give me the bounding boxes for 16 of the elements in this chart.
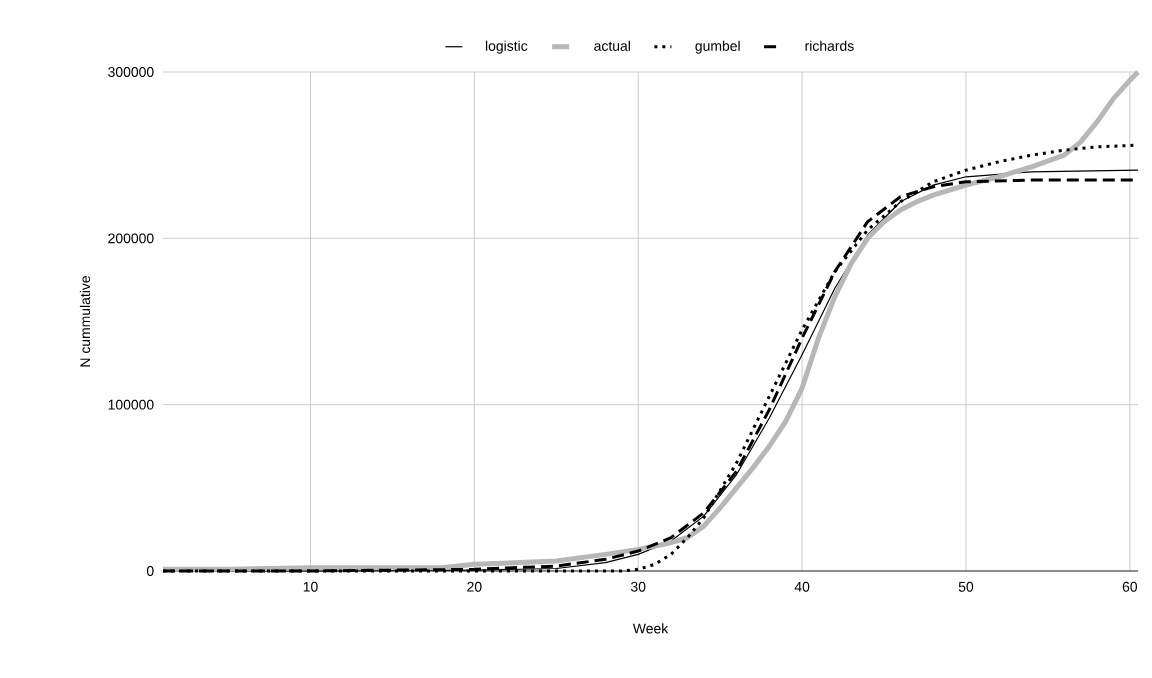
x-tick-label: 50 (958, 581, 974, 592)
x-tick-label: 60 (1122, 581, 1138, 592)
legend-label: richards (805, 40, 854, 51)
y-tick-label: 100000 (108, 399, 154, 410)
x-tick-label: 30 (630, 581, 646, 592)
legend-label: logistic (485, 40, 528, 54)
y-tick-label: 0 (146, 566, 154, 576)
y-tick-label: 300000 (108, 67, 154, 77)
x-axis-title: Week (632, 623, 669, 634)
legend-label: actual (594, 40, 630, 51)
legend-label: gumbel (695, 40, 740, 54)
x-tick-label: 10 (303, 581, 318, 592)
x-tick-label: 40 (794, 581, 810, 592)
y-axis-title: N cummulative (79, 276, 91, 367)
y-tick-label: 200000 (108, 233, 154, 244)
x-tick-label: 20 (467, 581, 482, 592)
